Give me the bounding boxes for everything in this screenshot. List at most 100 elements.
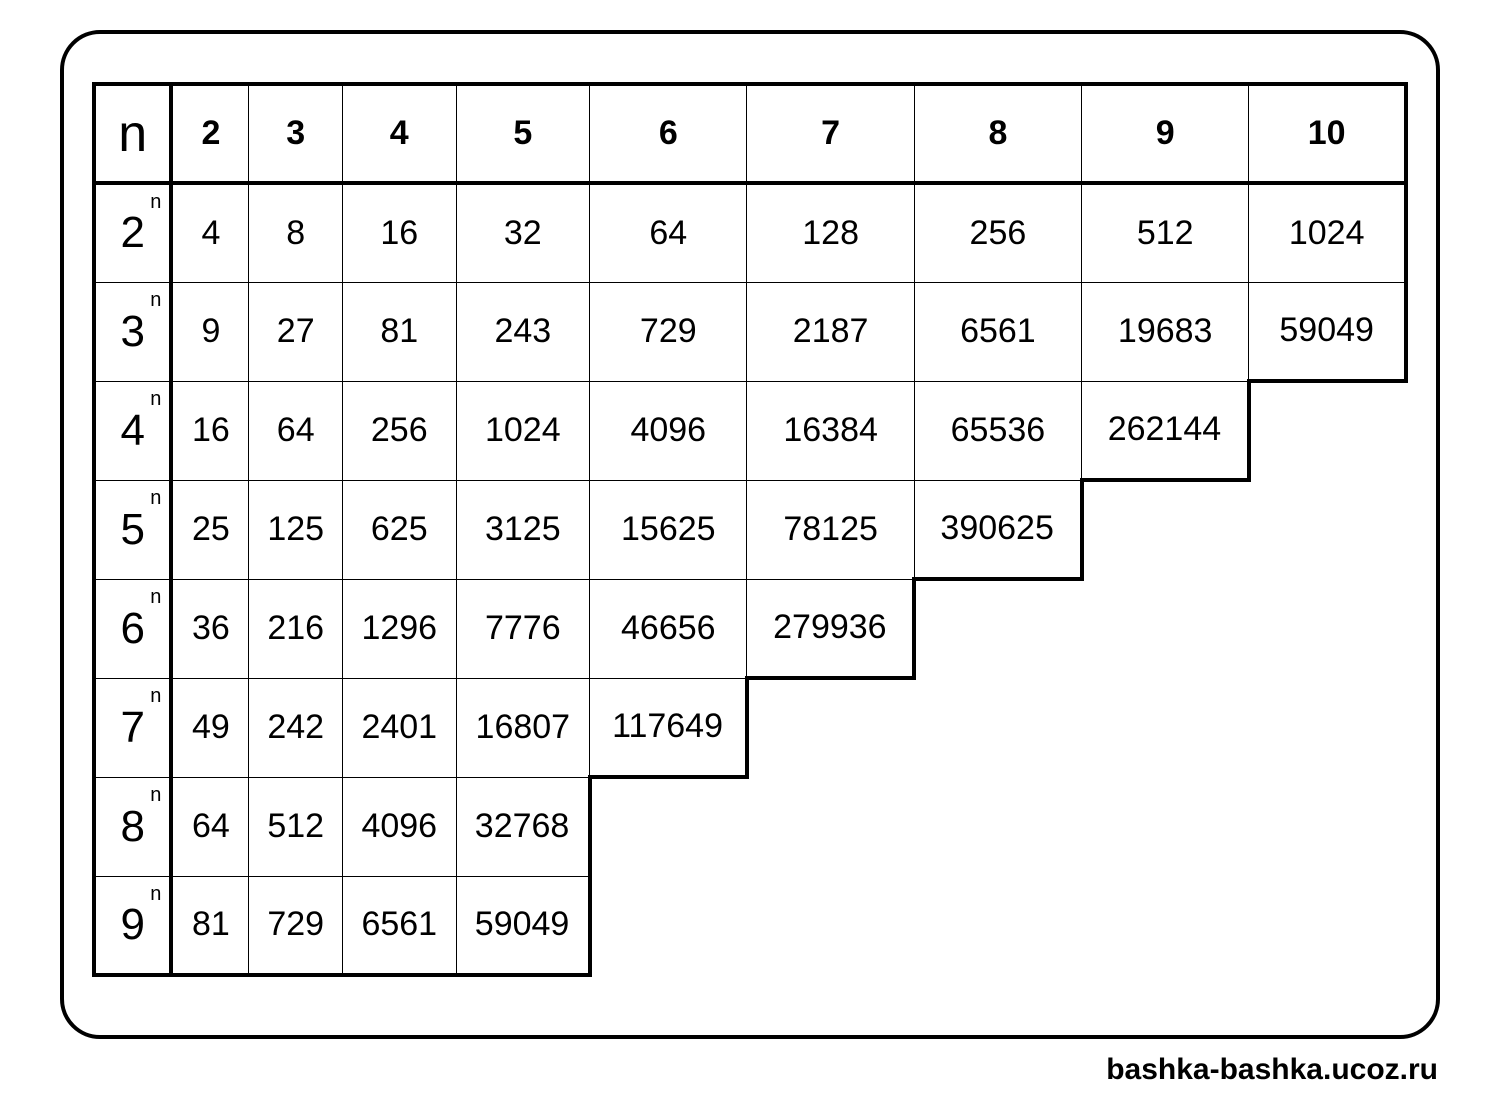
- cell: 128: [747, 183, 914, 282]
- blank-cell: [590, 876, 747, 975]
- blank-cell: [914, 579, 1081, 678]
- cell: 64: [590, 183, 747, 282]
- col-head-7: 7: [747, 84, 914, 183]
- blank-cell: [1082, 876, 1249, 975]
- row-head-3: 3 n: [94, 282, 171, 381]
- cell: 7776: [456, 579, 590, 678]
- blank-cell: [914, 777, 1081, 876]
- cell: 242: [249, 678, 343, 777]
- watermark-text: bashka-bashka.ucoz.ru: [1106, 1053, 1438, 1087]
- table-container: n 2 3 4 5 6 7 8 9 10: [92, 82, 1408, 977]
- cell: 32: [456, 183, 590, 282]
- col-head-9: 9: [1082, 84, 1249, 183]
- cell: 4: [171, 183, 249, 282]
- blank-cell: [747, 777, 914, 876]
- blank-cell: [1249, 579, 1406, 678]
- cell: 16: [343, 183, 457, 282]
- cell: 81: [343, 282, 457, 381]
- cell: 390625: [914, 480, 1081, 579]
- cell: 46656: [590, 579, 747, 678]
- cell: 36: [171, 579, 249, 678]
- cell: 64: [171, 777, 249, 876]
- rounded-frame: n 2 3 4 5 6 7 8 9 10: [60, 30, 1440, 1039]
- row-exp: n: [150, 586, 161, 609]
- header-row: n 2 3 4 5 6 7 8 9 10: [94, 84, 1406, 183]
- cell: 512: [249, 777, 343, 876]
- row-head-7: 7 n: [94, 678, 171, 777]
- cell: 78125: [747, 480, 914, 579]
- blank-cell: [1249, 777, 1406, 876]
- blank-cell: [1249, 381, 1406, 480]
- row-head-9: 9 n: [94, 876, 171, 975]
- cell: 59049: [1249, 282, 1406, 381]
- cell: 2187: [747, 282, 914, 381]
- blank-cell: [1082, 579, 1249, 678]
- cell: 256: [343, 381, 457, 480]
- row-base: 3: [120, 307, 144, 357]
- blank-cell: [1249, 876, 1406, 975]
- cell: 4096: [590, 381, 747, 480]
- row-base: 5: [120, 505, 144, 555]
- blank-cell: [1082, 678, 1249, 777]
- blank-cell: [1249, 678, 1406, 777]
- cell: 65536: [914, 381, 1081, 480]
- cell: 1024: [1249, 183, 1406, 282]
- row-exp: n: [150, 487, 161, 510]
- row-head-2: 2 n: [94, 183, 171, 282]
- row-exp: n: [150, 289, 161, 312]
- corner-cell: n: [94, 84, 171, 183]
- cell: 3125: [456, 480, 590, 579]
- row-base: 7: [120, 703, 144, 753]
- cell: 25: [171, 480, 249, 579]
- table-row: 6 n 36 216 1296 7776 46656 279936: [94, 579, 1406, 678]
- table-row: 2 n 4 8 16 32 64 128 256 512 1024: [94, 183, 1406, 282]
- blank-cell: [1249, 480, 1406, 579]
- table-row: 9 n 81 729 6561 59049: [94, 876, 1406, 975]
- row-exp: n: [150, 388, 161, 411]
- cell: 64: [249, 381, 343, 480]
- col-head-8: 8: [914, 84, 1081, 183]
- cell: 729: [590, 282, 747, 381]
- page: n 2 3 4 5 6 7 8 9 10: [0, 0, 1500, 1109]
- cell: 1024: [456, 381, 590, 480]
- cell: 49: [171, 678, 249, 777]
- col-head-2: 2: [171, 84, 249, 183]
- cell: 512: [1082, 183, 1249, 282]
- cell: 625: [343, 480, 457, 579]
- row-head-5: 5 n: [94, 480, 171, 579]
- table-row: 4 n 16 64 256 1024 4096 16384 65536 2621…: [94, 381, 1406, 480]
- row-base: 9: [120, 900, 144, 950]
- cell: 32768: [456, 777, 590, 876]
- table-row: 3 n 9 27 81 243 729 2187 6561 19683 5904…: [94, 282, 1406, 381]
- cell: 9: [171, 282, 249, 381]
- cell: 729: [249, 876, 343, 975]
- cell: 125: [249, 480, 343, 579]
- cell: 27: [249, 282, 343, 381]
- row-exp: n: [150, 784, 161, 807]
- table-row: 7 n 49 242 2401 16807 117649: [94, 678, 1406, 777]
- col-head-5: 5: [456, 84, 590, 183]
- blank-cell: [1082, 480, 1249, 579]
- cell: 16: [171, 381, 249, 480]
- cell: 15625: [590, 480, 747, 579]
- row-head-4: 4 n: [94, 381, 171, 480]
- blank-cell: [914, 876, 1081, 975]
- row-exp: n: [150, 685, 161, 708]
- table-body: 2 n 4 8 16 32 64 128 256 512 1024: [94, 183, 1406, 975]
- cell: 6561: [914, 282, 1081, 381]
- col-head-6: 6: [590, 84, 747, 183]
- row-exp: n: [150, 883, 161, 906]
- blank-cell: [914, 678, 1081, 777]
- row-head-8: 8 n: [94, 777, 171, 876]
- row-base: 8: [120, 802, 144, 852]
- cell: 256: [914, 183, 1081, 282]
- cell: 4096: [343, 777, 457, 876]
- row-exp: n: [150, 191, 161, 214]
- cell: 16384: [747, 381, 914, 480]
- powers-table: n 2 3 4 5 6 7 8 9 10: [92, 82, 1408, 977]
- row-base: 4: [120, 406, 144, 456]
- col-head-10: 10: [1249, 84, 1406, 183]
- cell: 6561: [343, 876, 457, 975]
- col-head-4: 4: [343, 84, 457, 183]
- blank-cell: [747, 876, 914, 975]
